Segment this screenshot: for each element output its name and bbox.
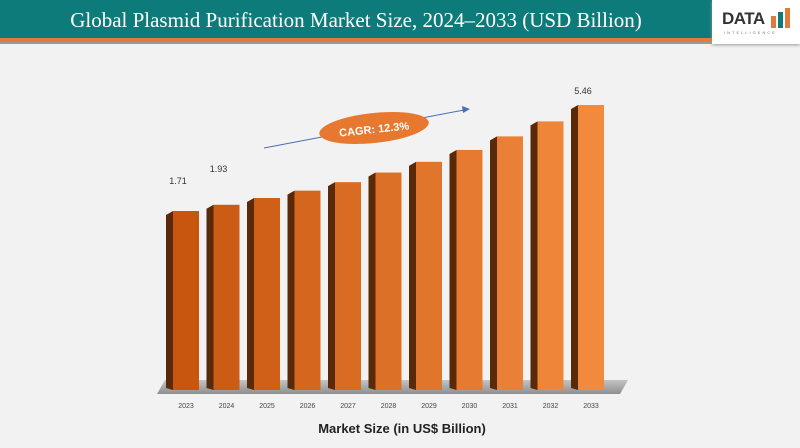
bar-2026 xyxy=(294,190,321,390)
bar-chart: 2023 1.71 2024 1.93 2025 2026 2027 2028 2029 2030… xyxy=(157,86,628,436)
bar-2028 xyxy=(375,172,402,390)
data-label: 1.93 xyxy=(210,164,228,174)
x-tick-label: 2031 xyxy=(502,403,518,410)
header-stripe xyxy=(0,38,712,42)
page-title: Global Plasmid Purification Market Size,… xyxy=(70,8,642,32)
bar-2024 xyxy=(213,204,240,390)
bar-2033 xyxy=(578,105,604,390)
bar-side xyxy=(530,121,538,391)
x-tick-label: 2033 xyxy=(583,403,599,410)
x-tick-label: 2025 xyxy=(259,403,275,410)
data-label: 5.46 xyxy=(574,86,592,96)
bar-2032 xyxy=(537,121,564,391)
data-label: 1.71 xyxy=(169,176,187,186)
bar-side xyxy=(287,190,295,390)
x-axis-title: Market Size (in US$ Billion) xyxy=(318,421,486,436)
header-bar xyxy=(0,0,712,38)
logo-subtext: INTELLIGENCE xyxy=(724,30,777,35)
bar-2025 xyxy=(254,197,280,390)
cagr-arrowhead xyxy=(462,106,470,113)
logo-bars-icon xyxy=(771,8,790,28)
x-tick-label: 2023 xyxy=(178,403,194,410)
x-tick-label: 2024 xyxy=(219,403,235,410)
logo-text: DATA xyxy=(722,9,765,28)
bar-side xyxy=(490,136,497,390)
header-shadow xyxy=(0,42,712,44)
bar-side xyxy=(368,172,376,390)
x-tick-label: 2029 xyxy=(421,403,437,410)
bar-side xyxy=(409,161,416,390)
x-tick-label: 2028 xyxy=(381,403,397,410)
bar-side xyxy=(328,182,335,390)
x-tick-label: 2027 xyxy=(340,403,356,410)
bar-2023 xyxy=(173,211,199,390)
bar-side xyxy=(571,105,578,390)
bar-2029 xyxy=(416,161,442,390)
cagr-ellipse xyxy=(319,112,429,144)
bar-2030 xyxy=(456,149,483,390)
x-tick-label: 2030 xyxy=(462,403,478,410)
logo: DATA INTELLIGENCE xyxy=(712,0,800,44)
bar-side xyxy=(206,204,214,390)
bar-side xyxy=(449,149,457,390)
bar-side xyxy=(166,211,173,390)
x-tick-label: 2032 xyxy=(543,403,559,410)
bar-2027 xyxy=(335,182,361,390)
bar-2031 xyxy=(497,136,523,390)
x-tick-label: 2026 xyxy=(300,403,316,410)
bar-side xyxy=(247,197,254,390)
